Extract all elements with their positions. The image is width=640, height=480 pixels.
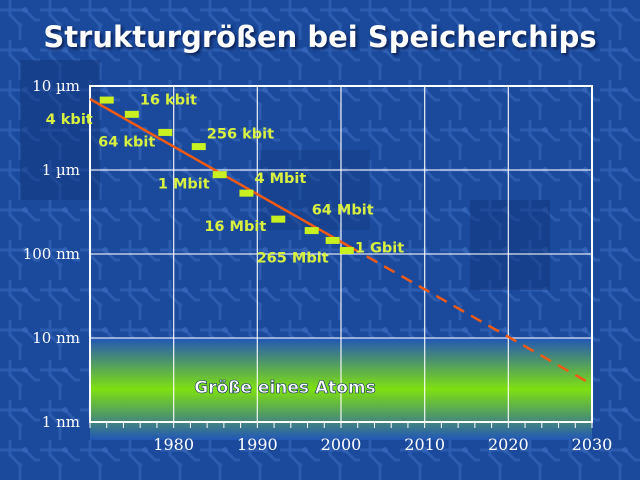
data-point [99, 96, 114, 104]
data-labels: 4 kbit 16 kbit 64 kbit 256 kbit 1 Mbit 4 Mbit… [46, 92, 405, 266]
data-point [158, 128, 173, 136]
data-point [339, 247, 354, 255]
data-label: 1 Gbit [355, 241, 404, 257]
data-point [124, 110, 139, 118]
data-point [325, 236, 340, 244]
data-label: 1 Mbit [158, 177, 210, 193]
y-tick-label: 100 nm [23, 245, 80, 263]
data-label: 4 kbit [46, 112, 93, 128]
data-point [271, 215, 286, 223]
atom-band-label: Größe eines Atoms [194, 378, 376, 398]
trend-line-dashed [348, 245, 593, 386]
x-tick-label: 2010 [404, 435, 445, 454]
x-tick-label: 2030 [572, 435, 613, 454]
data-label: 64 kbit [98, 134, 155, 150]
y-axis-ticks: 10 µm 1 µm 100 nm 10 nm 1 nm [23, 77, 80, 431]
data-point [212, 171, 227, 179]
data-label: 16 Mbit [204, 219, 266, 235]
data-point [239, 189, 254, 197]
x-tick-label: 2000 [321, 435, 362, 454]
y-tick-label: 1 nm [42, 413, 80, 431]
data-label: 256 kbit [207, 127, 274, 143]
x-tick-label: 2020 [488, 435, 529, 454]
data-label: 4 Mbit [254, 171, 306, 187]
data-label: 265 Mbit [257, 250, 329, 266]
data-point [304, 227, 319, 235]
y-tick-label: 10 nm [32, 329, 80, 347]
y-tick-label: 10 µm [32, 77, 80, 95]
data-point [191, 143, 206, 151]
data-label: 64 Mbit [312, 203, 374, 219]
y-tick-label: 1 µm [42, 161, 80, 179]
data-label: 16 kbit [140, 92, 197, 108]
chart-title: Strukturgrößen bei Speicherchips [43, 20, 597, 54]
x-tick-label: 1990 [237, 435, 278, 454]
data-points [99, 96, 354, 255]
x-axis-ticks: 1980 1990 2000 2010 2020 2030 [153, 435, 612, 454]
x-tick-label: 1980 [153, 435, 194, 454]
